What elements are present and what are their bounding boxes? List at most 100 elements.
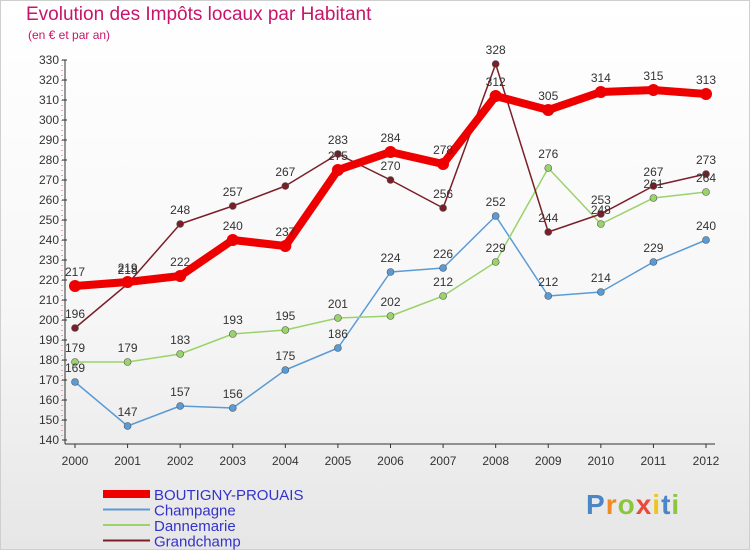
data-point [281,326,290,334]
data-label: 284 [380,131,400,145]
data-point [71,324,79,332]
y-tick-label: 190 [39,333,59,347]
x-tick-label: 2006 [377,454,404,468]
data-label: 252 [486,195,506,209]
y-tick-label: 230 [39,253,59,267]
y-tick-label: 260 [39,193,59,207]
logo-letter: o [617,489,636,520]
data-point [386,268,395,276]
data-label: 201 [328,297,348,311]
data-point [544,164,553,172]
logo-letter: P [586,489,606,520]
data-label: 270 [380,159,400,173]
data-point [386,312,395,320]
data-point [542,104,555,116]
data-label: 257 [223,185,243,199]
chart-subtitle: (en € et par an) [28,28,111,42]
data-point [226,234,239,246]
x-tick-label: 2003 [219,454,246,468]
data-point [331,164,344,176]
y-tick-label: 220 [39,273,59,287]
data-label: 212 [433,275,453,289]
data-point [386,176,395,184]
data-point [491,212,500,220]
data-point [594,86,607,98]
data-point [176,402,184,410]
data-label: 328 [486,43,506,57]
data-point [228,202,237,210]
data-label: 156 [223,387,243,401]
data-point [491,60,500,68]
data-point [597,210,605,218]
y-tick-label: 330 [39,53,59,67]
data-label: 253 [591,193,611,207]
y-tick-label: 250 [39,213,59,227]
data-label: 224 [380,251,400,265]
data-point [228,330,237,338]
data-label: 169 [65,361,85,375]
data-point [384,146,397,158]
data-label: 214 [591,271,611,285]
data-label: 256 [433,187,453,201]
series-line-grandchamp [74,63,707,329]
data-point [491,258,500,266]
data-label: 229 [643,241,663,255]
x-tick-label: 2000 [62,454,89,468]
y-tick-label: 310 [39,93,59,107]
data-label: 237 [275,225,295,239]
data-label: 175 [275,349,295,363]
data-label: 219 [118,261,138,275]
data-point [437,158,450,170]
data-label: 229 [486,241,506,255]
chart-title: Evolution des Impôts locaux par Habitant [26,4,372,25]
data-label: 273 [696,153,716,167]
logo-letter: i [652,489,662,520]
y-tick-label: 210 [39,293,59,307]
y-tick-label: 150 [39,413,59,427]
data-label: 278 [433,143,453,157]
y-tick-label: 170 [39,373,59,387]
data-point [174,270,187,282]
data-point [334,344,342,352]
y-tick-label: 300 [39,113,59,127]
legend-label: Dannemarie [154,518,236,535]
data-point [176,220,184,228]
legend-label: BOUTIGNY-PROUAIS [154,487,303,504]
y-tick-label: 140 [39,433,59,447]
x-tick-label: 2009 [535,454,562,468]
data-point [647,84,660,96]
logo-letter: x [635,489,653,520]
data-point [334,150,342,158]
data-point [334,314,342,322]
data-point [649,194,658,202]
data-point [544,228,553,236]
data-label: 222 [170,255,190,269]
legend-label: Champagne [154,503,236,520]
data-point [279,240,292,252]
x-tick-label: 2007 [430,454,457,468]
data-point [439,292,447,300]
data-label: 226 [433,247,453,261]
data-label: 240 [696,219,716,233]
data-point [121,276,134,288]
chart-axes: 140 150 160 170 180 190 200 210 220 230 240 250 260 2… [39,53,720,468]
proxiti-logo: Proxiti [586,489,680,521]
data-label: 240 [223,219,243,233]
data-point [71,358,79,366]
data-label: 179 [65,341,85,355]
data-label: 147 [118,405,138,419]
data-label: 193 [223,313,243,327]
x-tick-label: 2008 [482,454,509,468]
data-point [439,264,447,272]
data-point [702,236,710,244]
data-point [649,182,658,190]
data-point [702,170,710,178]
y-tick-label: 160 [39,393,59,407]
logo-letter: r [605,489,618,520]
data-point [123,422,132,430]
data-label: 218 [118,263,138,277]
data-point [228,404,237,412]
data-label: 186 [328,327,348,341]
data-label: 217 [65,265,85,279]
data-label: 248 [591,203,611,217]
